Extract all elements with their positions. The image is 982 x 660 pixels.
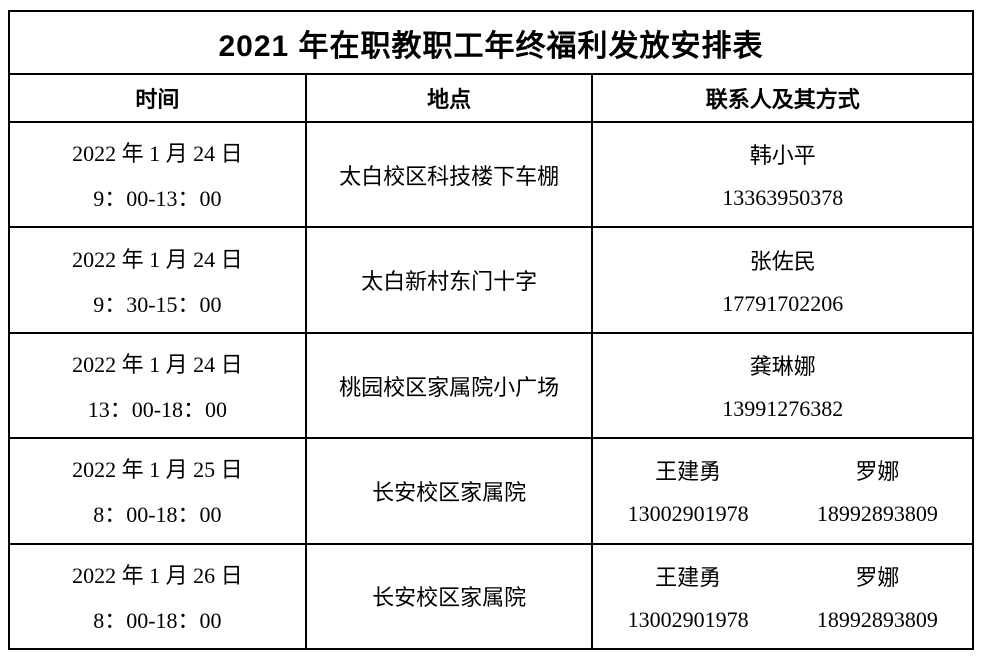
contact-cell: 王建勇 13002901978 罗娜 18992893809: [593, 545, 972, 648]
time-text: 13：00-18：00: [87, 397, 228, 423]
table-row: 2022 年 1 月 26 日 8：00-18：00 长安校区家属院 王建勇 1…: [10, 544, 972, 649]
time-text: 9：00-13：00: [93, 186, 222, 212]
contact-name: 罗娜: [855, 459, 900, 485]
header-location: 地点: [307, 75, 594, 121]
table-header-row: 时间 地点 联系人及其方式: [10, 75, 972, 123]
contact-phone: 13991276382: [722, 396, 844, 422]
contact-phone: 18992893809: [816, 501, 938, 527]
time-cell: 2022 年 1 月 24 日 9：30-15：00: [10, 228, 307, 332]
contact-name: 王建勇: [655, 564, 722, 590]
location-cell: 太白校区科技楼下车棚: [307, 123, 594, 227]
contact-entry: 韩小平 13363950378: [593, 123, 972, 226]
contact-phone: 13002901978: [627, 606, 749, 632]
table-title: 2021 年在职教职工年终福利发放安排表: [10, 12, 972, 75]
contact-name: 韩小平: [749, 143, 816, 169]
contact-cell: 韩小平 13363950378: [593, 123, 972, 226]
location-cell: 桃园校区家属院小广场: [307, 333, 594, 438]
contact-entry: 王建勇 13002901978: [593, 439, 782, 542]
header-time: 时间: [10, 75, 307, 121]
contact-phone: 13002901978: [627, 501, 749, 527]
time-cell: 2022 年 1 月 25 日 8：00-18：00: [10, 439, 307, 543]
contact-name: 张佐民: [749, 248, 816, 274]
contact-name: 龚琳娜: [749, 353, 816, 379]
contact-name: 王建勇: [655, 459, 722, 485]
time-text: 8：00-18：00: [93, 607, 222, 633]
table-row: 2022 年 1 月 24 日 9：00-13：00 太白校区科技楼下车棚 韩小…: [10, 123, 972, 229]
header-contact: 联系人及其方式: [705, 87, 860, 112]
date-text: 2022 年 1 月 24 日: [72, 351, 243, 377]
contact-phone: 17791702206: [722, 290, 844, 316]
contact-entry: 王建勇 13002901978: [593, 545, 782, 648]
location-cell: 太白新村东门十字: [307, 228, 594, 332]
location-cell: 长安校区家属院: [307, 544, 594, 649]
time-text: 8：00-18：00: [93, 502, 222, 528]
date-text: 2022 年 1 月 26 日: [72, 562, 243, 588]
time-cell: 2022 年 1 月 24 日 9：00-13：00: [10, 123, 307, 227]
table-row: 2022 年 1 月 24 日 9：30-15：00 太白新村东门十字 张佐民 …: [10, 228, 972, 334]
time-cell: 2022 年 1 月 26 日 8：00-18：00: [10, 544, 307, 649]
table-row: 2022 年 1 月 25 日 8：00-18：00 长安校区家属院 王建勇 1…: [10, 439, 972, 545]
date-text: 2022 年 1 月 25 日: [72, 457, 243, 483]
table-row: 2022 年 1 月 24 日 13：00-18：00 桃园校区家属院小广场 龚…: [10, 333, 972, 440]
contact-entry: 罗娜 18992893809: [783, 439, 972, 542]
date-text: 2022 年 1 月 24 日: [72, 246, 243, 272]
time-cell: 2022 年 1 月 24 日 13：00-18：00: [10, 333, 307, 438]
time-text: 9：30-15：00: [93, 291, 222, 317]
contact-entry: 张佐民 17791702206: [593, 228, 972, 331]
welfare-schedule-table: 2021 年在职教职工年终福利发放安排表 时间 地点 联系人及其方式 2022 …: [8, 10, 974, 650]
contact-phone: 18992893809: [816, 606, 938, 632]
date-text: 2022 年 1 月 24 日: [72, 141, 243, 167]
contact-name: 罗娜: [855, 564, 900, 590]
contact-entry: 龚琳娜 13991276382: [593, 334, 972, 437]
contact-entry: 罗娜 18992893809: [783, 545, 972, 648]
contact-cell: 王建勇 13002901978 罗娜 18992893809: [593, 439, 972, 542]
location-cell: 长安校区家属院: [307, 439, 594, 543]
contact-cell: 龚琳娜 13991276382: [593, 334, 972, 437]
contact-cell: 张佐民 17791702206: [593, 228, 972, 331]
contact-phone: 13363950378: [722, 185, 844, 211]
